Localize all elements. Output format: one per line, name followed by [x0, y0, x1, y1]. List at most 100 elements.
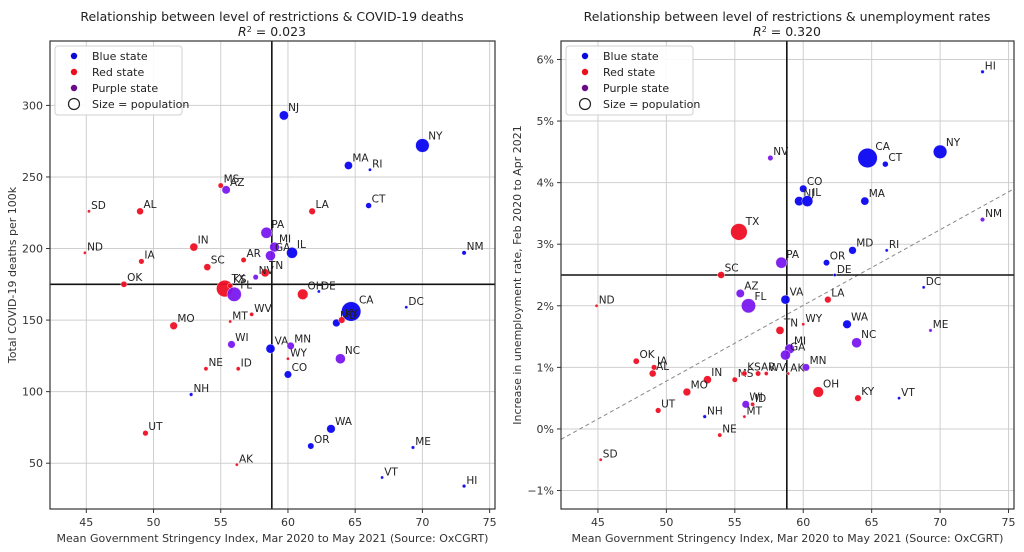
point-label: NE: [722, 424, 737, 436]
point-label: NY: [946, 137, 961, 149]
point-label: AZ: [744, 281, 758, 293]
point-label: OH: [307, 281, 323, 293]
data-point-ms: [217, 182, 224, 189]
point-label: ME: [933, 319, 949, 331]
data-point-ri: [884, 248, 889, 253]
legend-label: Purple state: [603, 82, 669, 95]
point-label: PA: [786, 249, 800, 261]
y-tick-label: 6%: [537, 53, 554, 66]
point-label: GA: [275, 242, 291, 254]
point-label: TN: [783, 318, 798, 330]
point-label: AL: [144, 199, 157, 211]
data-point-ak: [786, 371, 790, 376]
point-label: IA: [657, 355, 668, 367]
point-label: OR: [314, 434, 330, 446]
data-point-md: [848, 246, 857, 255]
data-point-ar: [755, 370, 761, 377]
point-label: LA: [315, 199, 329, 211]
x-tick-label: 60: [281, 516, 295, 529]
data-point-nm: [461, 250, 467, 256]
legend-label: Red state: [92, 66, 144, 79]
data-point-ne: [203, 366, 209, 372]
y-tick-label: 3%: [537, 238, 554, 251]
data-point-ri: [368, 167, 372, 172]
y-tick-label: 5%: [537, 115, 554, 128]
data-point-va: [265, 343, 276, 354]
data-point-ky: [338, 316, 346, 324]
point-label: WY: [805, 313, 822, 325]
legend-marker: [581, 84, 589, 92]
point-label: MO: [177, 313, 194, 325]
point-label: CT: [888, 152, 902, 164]
data-point-az: [221, 185, 231, 195]
data-point-ny: [415, 138, 430, 153]
data-point-oh: [297, 288, 309, 300]
point-label: OK: [639, 349, 655, 361]
data-point-la: [824, 296, 832, 304]
point-label: DC: [408, 296, 423, 308]
data-point-al: [136, 207, 144, 215]
data-point-nd: [83, 251, 87, 255]
point-label: DC: [926, 276, 941, 288]
data-point-nm: [980, 217, 985, 223]
point-label: VA: [275, 336, 290, 348]
data-point-in: [703, 375, 712, 384]
point-label: NC: [345, 345, 360, 357]
data-point-ga: [265, 250, 276, 261]
chart-subtitle: R2 = 0.023: [238, 24, 306, 39]
y-tick-label: 300: [22, 99, 43, 112]
point-label: KY: [861, 386, 875, 398]
x-tick-label: 45: [79, 516, 93, 529]
plot-frame: [49, 40, 496, 510]
data-point-mt: [742, 414, 747, 419]
data-point-sd: [87, 209, 91, 214]
point-label: DE: [837, 264, 852, 276]
x-tick-label: 75: [483, 516, 497, 529]
point-label: SC: [725, 263, 739, 275]
point-label: WI: [235, 332, 248, 344]
data-point-nv: [252, 274, 259, 281]
data-point-pa: [775, 256, 788, 269]
data-point-hi: [462, 484, 467, 489]
legend-box: [54, 45, 183, 116]
point-label: VT: [901, 387, 915, 399]
data-point-mt: [228, 319, 232, 324]
point-label: ME: [415, 436, 431, 448]
data-point-wi: [227, 340, 236, 349]
point-label: MA: [352, 153, 369, 165]
data-point-nh: [189, 392, 194, 397]
point-label: DE: [321, 280, 336, 292]
point-label: RI: [372, 159, 382, 171]
x-tick-label: 65: [348, 516, 362, 529]
point-label: IN: [198, 234, 209, 246]
data-point-ca: [341, 301, 362, 322]
point-label: AR: [761, 362, 775, 374]
data-point-ky: [854, 394, 862, 402]
point-label: PA: [271, 219, 285, 231]
point-label: SC: [211, 255, 225, 267]
data-point-oh: [812, 386, 824, 398]
data-point-hi: [980, 69, 985, 74]
chart-subtitle: R2 = 0.320: [753, 24, 821, 39]
point-label: SD: [603, 449, 618, 461]
point-label: WA: [851, 311, 869, 323]
data-point-ok: [632, 357, 640, 365]
point-label: NY: [428, 131, 443, 143]
x-tick-label: 55: [728, 516, 742, 529]
legend-marker: [70, 68, 78, 76]
data-point-wv: [764, 371, 769, 376]
point-label: IL: [297, 239, 306, 251]
y-tick-label: 0%: [537, 423, 554, 436]
data-point-ma: [860, 196, 870, 206]
data-point-or: [823, 259, 830, 267]
r-squared-exponent: 2: [247, 25, 252, 34]
point-label: WV: [769, 362, 787, 374]
y-tick-label: 50: [29, 457, 43, 470]
point-label: AK: [239, 454, 254, 466]
point-label: OK: [127, 272, 143, 284]
data-point-sc: [717, 271, 725, 279]
point-label: CA: [875, 141, 890, 153]
point-label: UT: [661, 399, 676, 411]
y-tick-label: 4%: [537, 177, 554, 190]
